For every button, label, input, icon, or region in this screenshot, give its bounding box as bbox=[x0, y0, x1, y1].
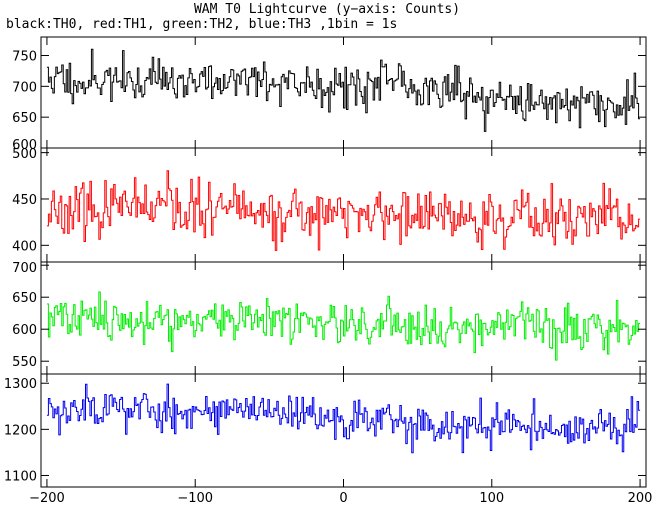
y-tick-label: 700 bbox=[12, 261, 37, 276]
y-tick-label: 1100 bbox=[4, 469, 37, 484]
y-tick-label: 1300 bbox=[4, 377, 37, 392]
series-line-th3 bbox=[46, 383, 641, 454]
y-tick-label: 450 bbox=[12, 193, 37, 208]
y-tick-label: 400 bbox=[12, 239, 37, 254]
y-tick-label: 650 bbox=[12, 111, 37, 126]
y-tick-label: 650 bbox=[12, 291, 37, 306]
series-line-th1 bbox=[46, 170, 641, 251]
chart-title: WAM T0 Lightcurve (y−axis: Counts) bbox=[193, 2, 461, 17]
y-tick-label: 550 bbox=[12, 355, 37, 370]
x-tick-label: 100 bbox=[479, 491, 504, 505]
y-tick-label: 1200 bbox=[4, 423, 37, 438]
x-tick-label: 0 bbox=[339, 491, 347, 505]
y-tick-label: 750 bbox=[12, 50, 37, 65]
y-tick-label: 500 bbox=[12, 147, 37, 162]
series-line-th2 bbox=[46, 291, 641, 361]
y-tick-label: 600 bbox=[12, 138, 37, 153]
x-tick-label: 200 bbox=[628, 491, 653, 505]
chart-subtitle: black:TH0, red:TH1, green:TH2, blue:TH3 … bbox=[6, 17, 398, 32]
x-tick-label: −100 bbox=[177, 491, 213, 505]
y-tick-label: 700 bbox=[12, 80, 37, 95]
series-line-th0 bbox=[46, 48, 641, 132]
y-tick-label: 600 bbox=[12, 323, 37, 338]
x-tick-label: −200 bbox=[29, 491, 65, 505]
